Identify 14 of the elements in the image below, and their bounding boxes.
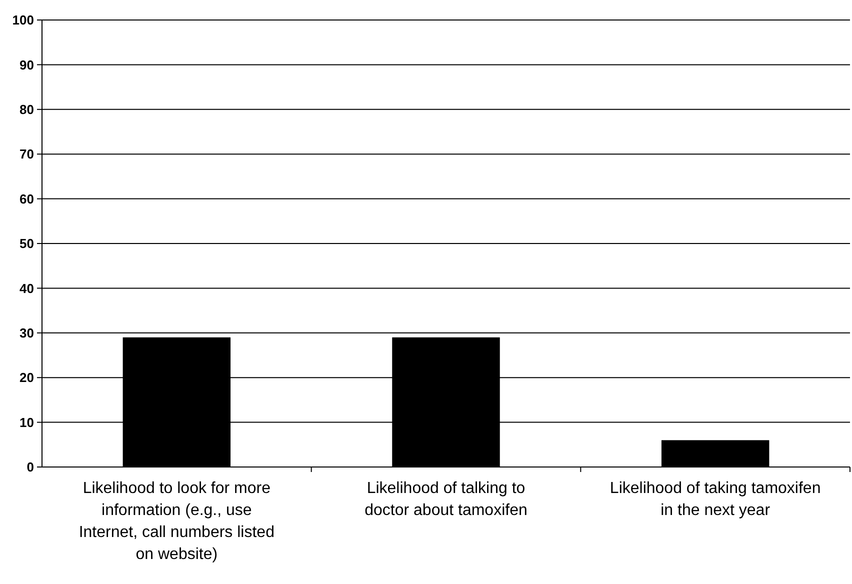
- y-tick-label: 80: [20, 102, 34, 117]
- y-tick-label: 60: [20, 191, 34, 206]
- y-tick-label: 30: [20, 325, 34, 340]
- y-tick-label: 0: [26, 460, 34, 475]
- y-tick-label: 50: [20, 236, 34, 252]
- y-tick-label: 90: [20, 57, 34, 72]
- x-tick-label: Likelihood of talking to doctor about tamoxifen: [364, 480, 528, 519]
- y-tick-label: 70: [20, 146, 34, 162]
- y-tick-label: 20: [20, 370, 34, 386]
- y-tick-label: 10: [20, 414, 34, 430]
- x-tick-label: Likelihood to look for more information (e.g., use Internet, call numbers listed on website): [78, 480, 274, 563]
- x-tick-label: Likelihood of taking tamoxifen in the next year: [610, 480, 821, 519]
- y-tick-label: 40: [20, 280, 34, 296]
- y-tick-label: 100: [12, 12, 34, 28]
